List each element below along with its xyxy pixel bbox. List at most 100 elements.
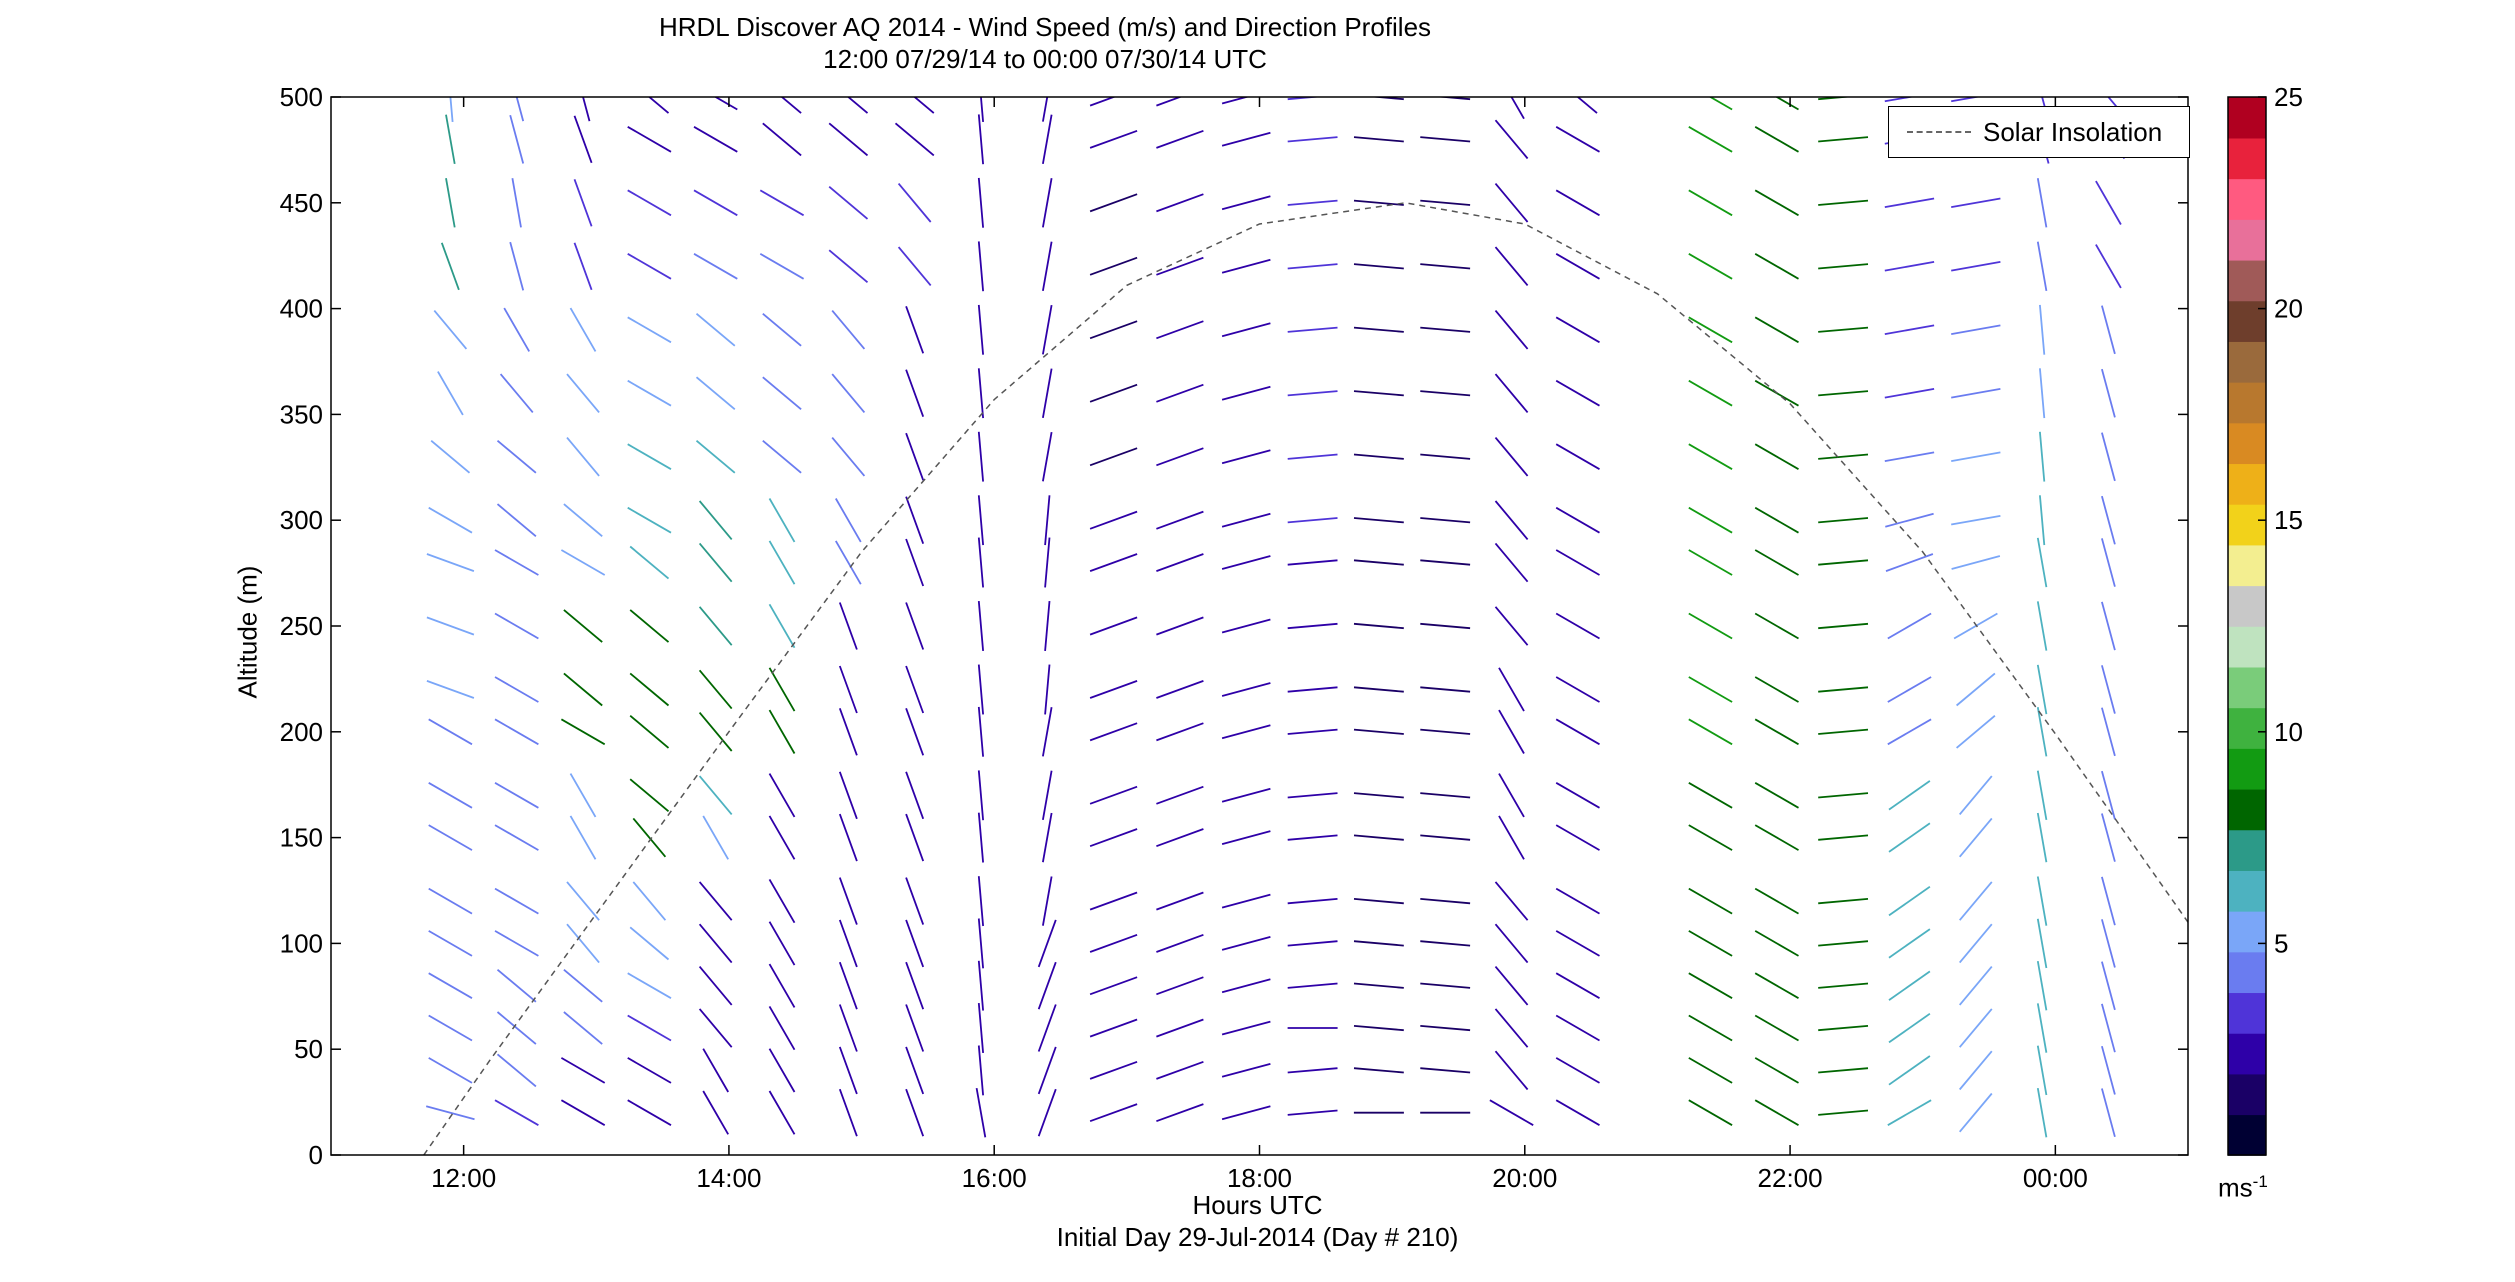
wind-stick: [693, 126, 738, 153]
wind-stick: [2095, 180, 2122, 225]
wind-stick: [1287, 263, 1338, 270]
wind-stick: [698, 1008, 733, 1048]
chart-title: HRDL Discover AQ 2014 - Wind Speed (m/s)…: [658, 12, 1432, 42]
initial-day-label: Initial Day 29-Jul-2014 (Day # 210): [1056, 1222, 1459, 1252]
wind-stick: [1555, 612, 1600, 640]
wind-stick: [1754, 443, 1799, 470]
wind-stick: [2101, 305, 2116, 355]
wind-stick: [1688, 930, 1733, 957]
wind-stick: [494, 824, 539, 851]
wind-stick: [1037, 919, 1057, 968]
wind-stick: [1420, 517, 1471, 524]
wind-stick: [1156, 553, 1204, 572]
colorbar-segment: [2228, 463, 2266, 505]
x-tick-label: 18:00: [1227, 1163, 1292, 1193]
wind-stick: [1887, 1099, 1932, 1126]
wind-stick: [1287, 686, 1338, 693]
wind-stick: [1754, 972, 1799, 999]
wind-stick: [1555, 506, 1600, 534]
wind-stick: [1951, 197, 2001, 208]
wind-stick: [1287, 622, 1338, 630]
colorbar-segment: [2228, 829, 2266, 871]
wind-stick: [1959, 966, 1993, 1006]
wind-stick: [1510, 97, 1525, 120]
wind-stick: [573, 242, 593, 291]
colorbar-segment: [2228, 788, 2266, 831]
wind-stick: [509, 241, 525, 291]
wind-stick: [1420, 622, 1471, 630]
wind-stick: [494, 676, 539, 703]
x-tick-label: 20:00: [1492, 1163, 1557, 1193]
wind-stick: [1420, 728, 1471, 735]
wind-stick: [905, 813, 925, 862]
wind-stick: [1494, 119, 1529, 160]
wind-stick: [1953, 612, 1998, 640]
wind-stick: [428, 1057, 473, 1084]
wind-stick: [494, 887, 539, 915]
wind-stick: [445, 178, 456, 228]
wind-stick: [977, 304, 984, 355]
wind-stick: [494, 782, 539, 809]
wind-stick: [1089, 97, 1117, 107]
wind-sticks-layer: [425, 97, 2126, 1138]
colorbar-segment: [2228, 626, 2266, 668]
wind-stick: [1221, 787, 1271, 803]
wind-stick: [1221, 322, 1271, 338]
wind-stick: [627, 316, 672, 344]
wind-stick: [1044, 664, 1051, 715]
wind-stick: [1287, 559, 1338, 566]
wind-stick: [1959, 1092, 1993, 1133]
colorbar-segment: [2228, 585, 2266, 627]
chart-subtitle-time-range: 12:00 07/29/14 to 00:00 07/30/14 UTC: [823, 44, 1267, 74]
wind-stick: [627, 379, 672, 407]
wind-stick: [1089, 1060, 1138, 1080]
wind-stick: [1555, 189, 1600, 217]
colorbar: 5 10 15 20 25: [2227, 82, 2303, 1156]
wind-stick: [496, 1011, 537, 1045]
wind-stick: [698, 775, 733, 815]
wind-stick: [560, 718, 606, 746]
wind-stick: [1555, 782, 1600, 809]
wind-stick: [1959, 881, 1993, 921]
wind-stick: [1754, 887, 1799, 915]
wind-stick: [1420, 390, 1471, 397]
wind-stick: [494, 1099, 539, 1126]
wind-stick: [2101, 368, 2116, 418]
wind-stick: [1156, 785, 1204, 805]
wind-stick: [433, 310, 468, 350]
wind-stick: [977, 664, 984, 715]
wind-stick: [1042, 114, 1053, 165]
wind-stick: [1818, 834, 1869, 841]
wind-stick: [566, 881, 600, 921]
wind-stick: [1089, 193, 1138, 213]
wind-stick: [647, 97, 670, 114]
wind-stick: [1420, 453, 1471, 460]
wind-stick: [496, 440, 537, 474]
wind-stick: [2036, 537, 2048, 588]
wind-stick: [835, 540, 862, 585]
wind-stick: [977, 537, 984, 588]
wind-stick: [2036, 1003, 2048, 1053]
wind-stick: [2101, 961, 2116, 1011]
wind-stick: [693, 189, 738, 217]
wind-stick: [1885, 553, 1934, 572]
wind-stick: [2039, 431, 2046, 482]
wind-stick: [1037, 961, 1057, 1010]
wind-stick: [1818, 1025, 1869, 1032]
wind-stick: [566, 437, 600, 477]
wind-stick: [1498, 815, 1525, 860]
wind-stick: [1688, 718, 1733, 746]
wind-stick: [1818, 517, 1869, 524]
wind-stick: [905, 1088, 925, 1137]
wind-stick: [838, 877, 858, 925]
wind-stick: [1420, 686, 1471, 693]
wind-stick: [494, 718, 539, 746]
wind-stick: [1353, 1025, 1404, 1032]
wind-stick: [2101, 876, 2116, 926]
wind-stick: [894, 122, 935, 157]
wind-stick: [1089, 383, 1138, 403]
wind-stick: [627, 126, 672, 153]
wind-stick: [1888, 970, 1931, 1001]
wind-stick: [905, 369, 925, 418]
